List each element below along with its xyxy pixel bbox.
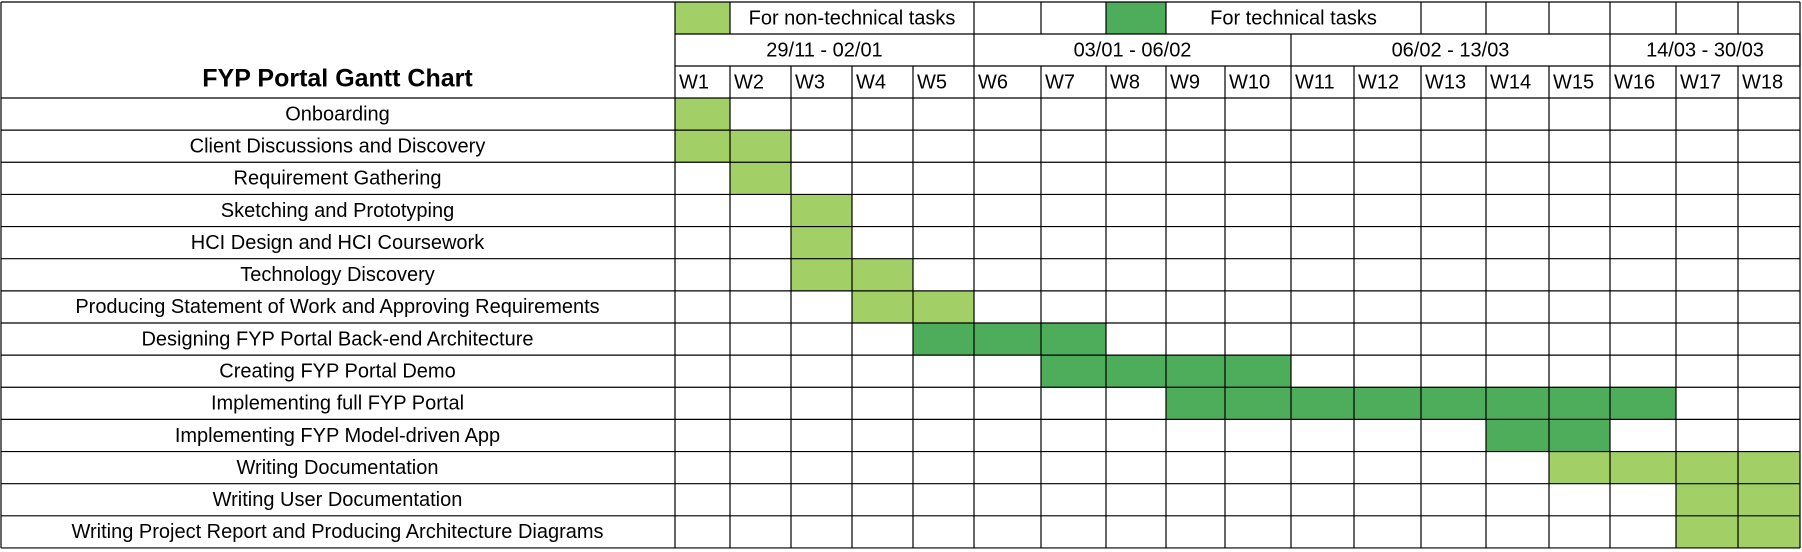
task-bar-cell [1166,355,1225,388]
task-bar-cell [1486,419,1549,452]
task-bar-cell [913,290,974,323]
week-label: W13 [1425,71,1466,93]
task-bar-cell [1676,451,1738,484]
chart-labels: FYP Portal Gantt Chart For non-technical … [71,7,1783,543]
chart-title: FYP Portal Gantt Chart [202,65,473,93]
task-bar-cell [913,322,974,356]
week-label: W15 [1553,71,1594,93]
week-label: W11 [1295,71,1335,93]
task-bar-cell [1610,451,1676,484]
task-bar-cell [1225,355,1291,388]
task-bar-cell [1549,419,1610,452]
task-bar-cell [1166,387,1225,420]
task-bar-cell [1225,387,1291,420]
task-bar-cell [1610,387,1676,420]
task-name: Implementing full FYP Portal [211,393,464,415]
week-label: W10 [1229,71,1270,93]
task-name: Implementing FYP Model-driven App [175,425,500,447]
period-label: 14/03 - 30/03 [1646,39,1764,61]
task-bar-cell [1421,387,1486,420]
period-label: 03/01 - 06/02 [1074,39,1192,61]
week-label: W14 [1490,71,1531,93]
task-name: Sketching and Prototyping [221,200,455,222]
task-bar-cell [791,226,852,259]
task-bar-cell [1738,451,1800,484]
week-label: W1 [679,71,709,93]
task-name: Designing FYP Portal Back-end Architectu… [141,328,533,350]
period-label: 06/02 - 13/03 [1392,39,1510,61]
task-bar-cell [1041,355,1106,388]
task-bar-cell [730,162,791,195]
task-bar-cell [1041,322,1106,356]
legend-swatch-non-technical [675,2,730,34]
task-bar-cell [730,130,791,163]
task-bar-cell [1676,515,1738,548]
period-label: 29/11 - 02/01 [766,39,882,61]
task-bar-cell [675,130,730,163]
week-label: W12 [1358,71,1399,93]
week-label: W16 [1614,71,1655,93]
task-bar-cell [791,194,852,227]
task-name: Technology Discovery [240,264,435,286]
task-bar-cell [1354,387,1421,420]
week-label: W17 [1680,71,1721,93]
week-label: W7 [1045,71,1075,93]
task-name: Producing Statement of Work and Approvin… [75,296,599,318]
task-bar-cell [852,290,913,323]
task-bar-cell [675,98,730,131]
legend-swatch-technical [1106,2,1166,34]
week-label: W8 [1110,71,1140,93]
task-bar-cell [1549,451,1610,484]
week-label: W3 [795,71,825,93]
task-bar-cell [852,258,913,291]
task-bar-cell [1738,483,1800,516]
week-label: W18 [1742,71,1783,93]
legend-label-technical: For technical tasks [1210,7,1377,29]
task-name: Writing Documentation [237,457,439,479]
task-bar-cell [1106,355,1166,388]
week-label: W5 [917,71,947,93]
task-name: HCI Design and HCI Coursework [191,232,485,254]
task-bar-cell [791,258,852,291]
task-name: Onboarding [285,103,390,125]
week-label: W6 [978,71,1008,93]
week-label: W9 [1170,71,1200,93]
task-name: Client Discussions and Discovery [190,135,486,157]
task-name: Writing Project Report and Producing Arc… [71,521,603,543]
task-bar-cell [1486,387,1549,420]
cell-fills [675,2,1800,548]
legend-label-non-technical: For non-technical tasks [749,7,956,29]
task-bar-cell [1291,387,1354,420]
week-label: W4 [856,71,886,93]
task-bar-cell [1549,387,1610,420]
task-name: Requirement Gathering [234,168,442,190]
task-name: Writing User Documentation [213,489,463,511]
task-bar-cell [1676,483,1738,516]
task-bar-cell [1738,515,1800,548]
task-name: Creating FYP Portal Demo [219,360,455,382]
task-bar-cell [974,322,1041,356]
week-label: W2 [734,71,764,93]
